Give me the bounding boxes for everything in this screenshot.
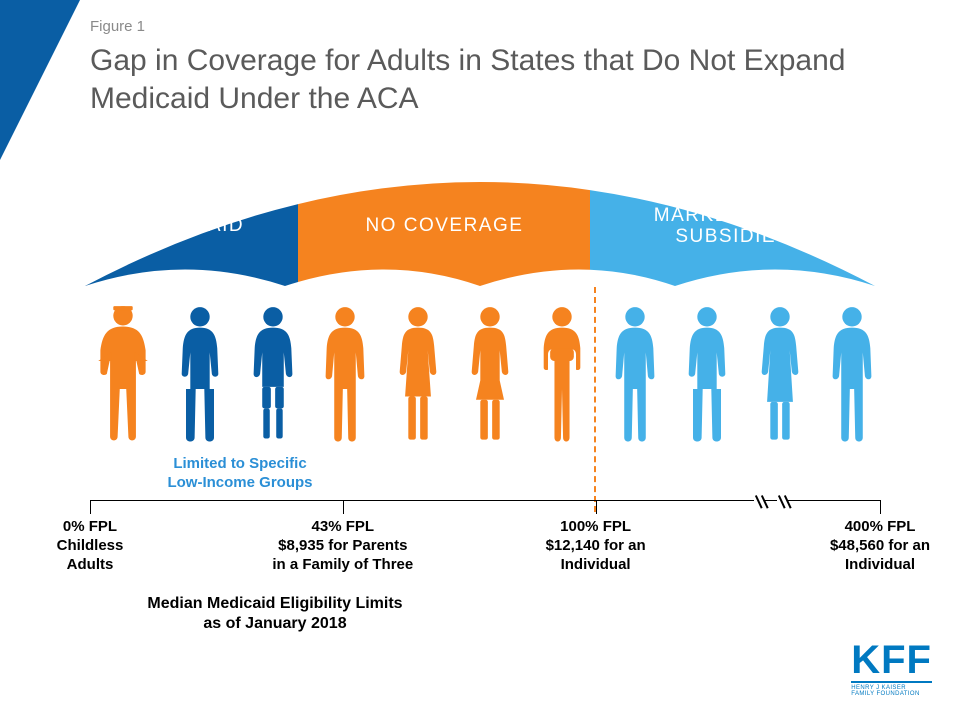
coverage-divider (594, 287, 596, 512)
axis-tick (880, 500, 881, 514)
limited-note: Limited to Specific Low-Income Groups (130, 455, 350, 493)
axis-label-line: 0% FPL (30, 518, 150, 537)
kff-logo-sub: HENRY J KAISER (851, 685, 932, 692)
axis-line (90, 500, 880, 514)
kff-logo-main: KFF (851, 642, 932, 678)
axis-label-line: 43% FPL (243, 518, 443, 537)
person-icon (172, 305, 228, 445)
person-icon (90, 305, 156, 445)
axis-label-line: 400% FPL (800, 518, 960, 537)
people-row (90, 295, 880, 445)
fpl-axis (90, 500, 880, 514)
axis-label-line: Childless (30, 537, 150, 556)
umbrella-label-no-coverage: NO COVERAGE (298, 216, 590, 237)
infographic-page: Figure 1 Gap in Coverage for Adults in S… (0, 0, 960, 720)
axis-break-icon (754, 493, 764, 511)
axis-tick (343, 500, 344, 514)
axis-label-400: 400% FPL $48,560 for an Individual (800, 518, 960, 574)
axis-label-43: 43% FPL $8,935 for Parents in a Family o… (243, 518, 443, 574)
axis-label-line: $12,140 for an (516, 537, 676, 556)
page-title: Gap in Coverage for Adults in States tha… (90, 42, 890, 117)
axis-label-line: Individual (516, 556, 676, 575)
person-icon (462, 305, 518, 445)
axis-label-line: 100% FPL (516, 518, 676, 537)
axis-label-100: 100% FPL $12,140 for an Individual (516, 518, 676, 574)
person-icon (317, 305, 373, 445)
axis-break-icon (777, 493, 787, 511)
axis-label-0: 0% FPL Childless Adults (30, 518, 150, 574)
axis-label-line: Individual (800, 556, 960, 575)
axis-label-line: $8,935 for Parents (243, 537, 443, 556)
umbrella-label-medicaid: MEDICAID (85, 216, 298, 237)
kff-logo-sub: FAMILY FOUNDATION (851, 691, 932, 698)
axis-label-line: $48,560 for an (800, 537, 960, 556)
person-icon (534, 305, 590, 445)
corner-accent (0, 0, 80, 160)
axis-label-line: Adults (30, 556, 150, 575)
person-icon (679, 305, 735, 445)
person-icon (824, 305, 880, 445)
person-icon (245, 305, 301, 445)
figure-label: Figure 1 (90, 18, 145, 35)
median-note: Median Medicaid Eligibility Limits as of… (130, 594, 420, 634)
kff-logo: KFF HENRY J KAISER FAMILY FOUNDATION (851, 642, 932, 698)
person-icon (752, 305, 808, 445)
axis-tick (596, 500, 597, 514)
axis-label-line: in a Family of Three (243, 556, 443, 575)
axis-tick (90, 500, 91, 514)
person-icon (390, 305, 446, 445)
umbrella-labels: MEDICAID NO COVERAGE MARKETPLACE SUBSIDI… (85, 210, 875, 250)
umbrella-label-marketplace: MARKETPLACE SUBSIDIES (591, 206, 875, 248)
person-icon (607, 305, 663, 445)
